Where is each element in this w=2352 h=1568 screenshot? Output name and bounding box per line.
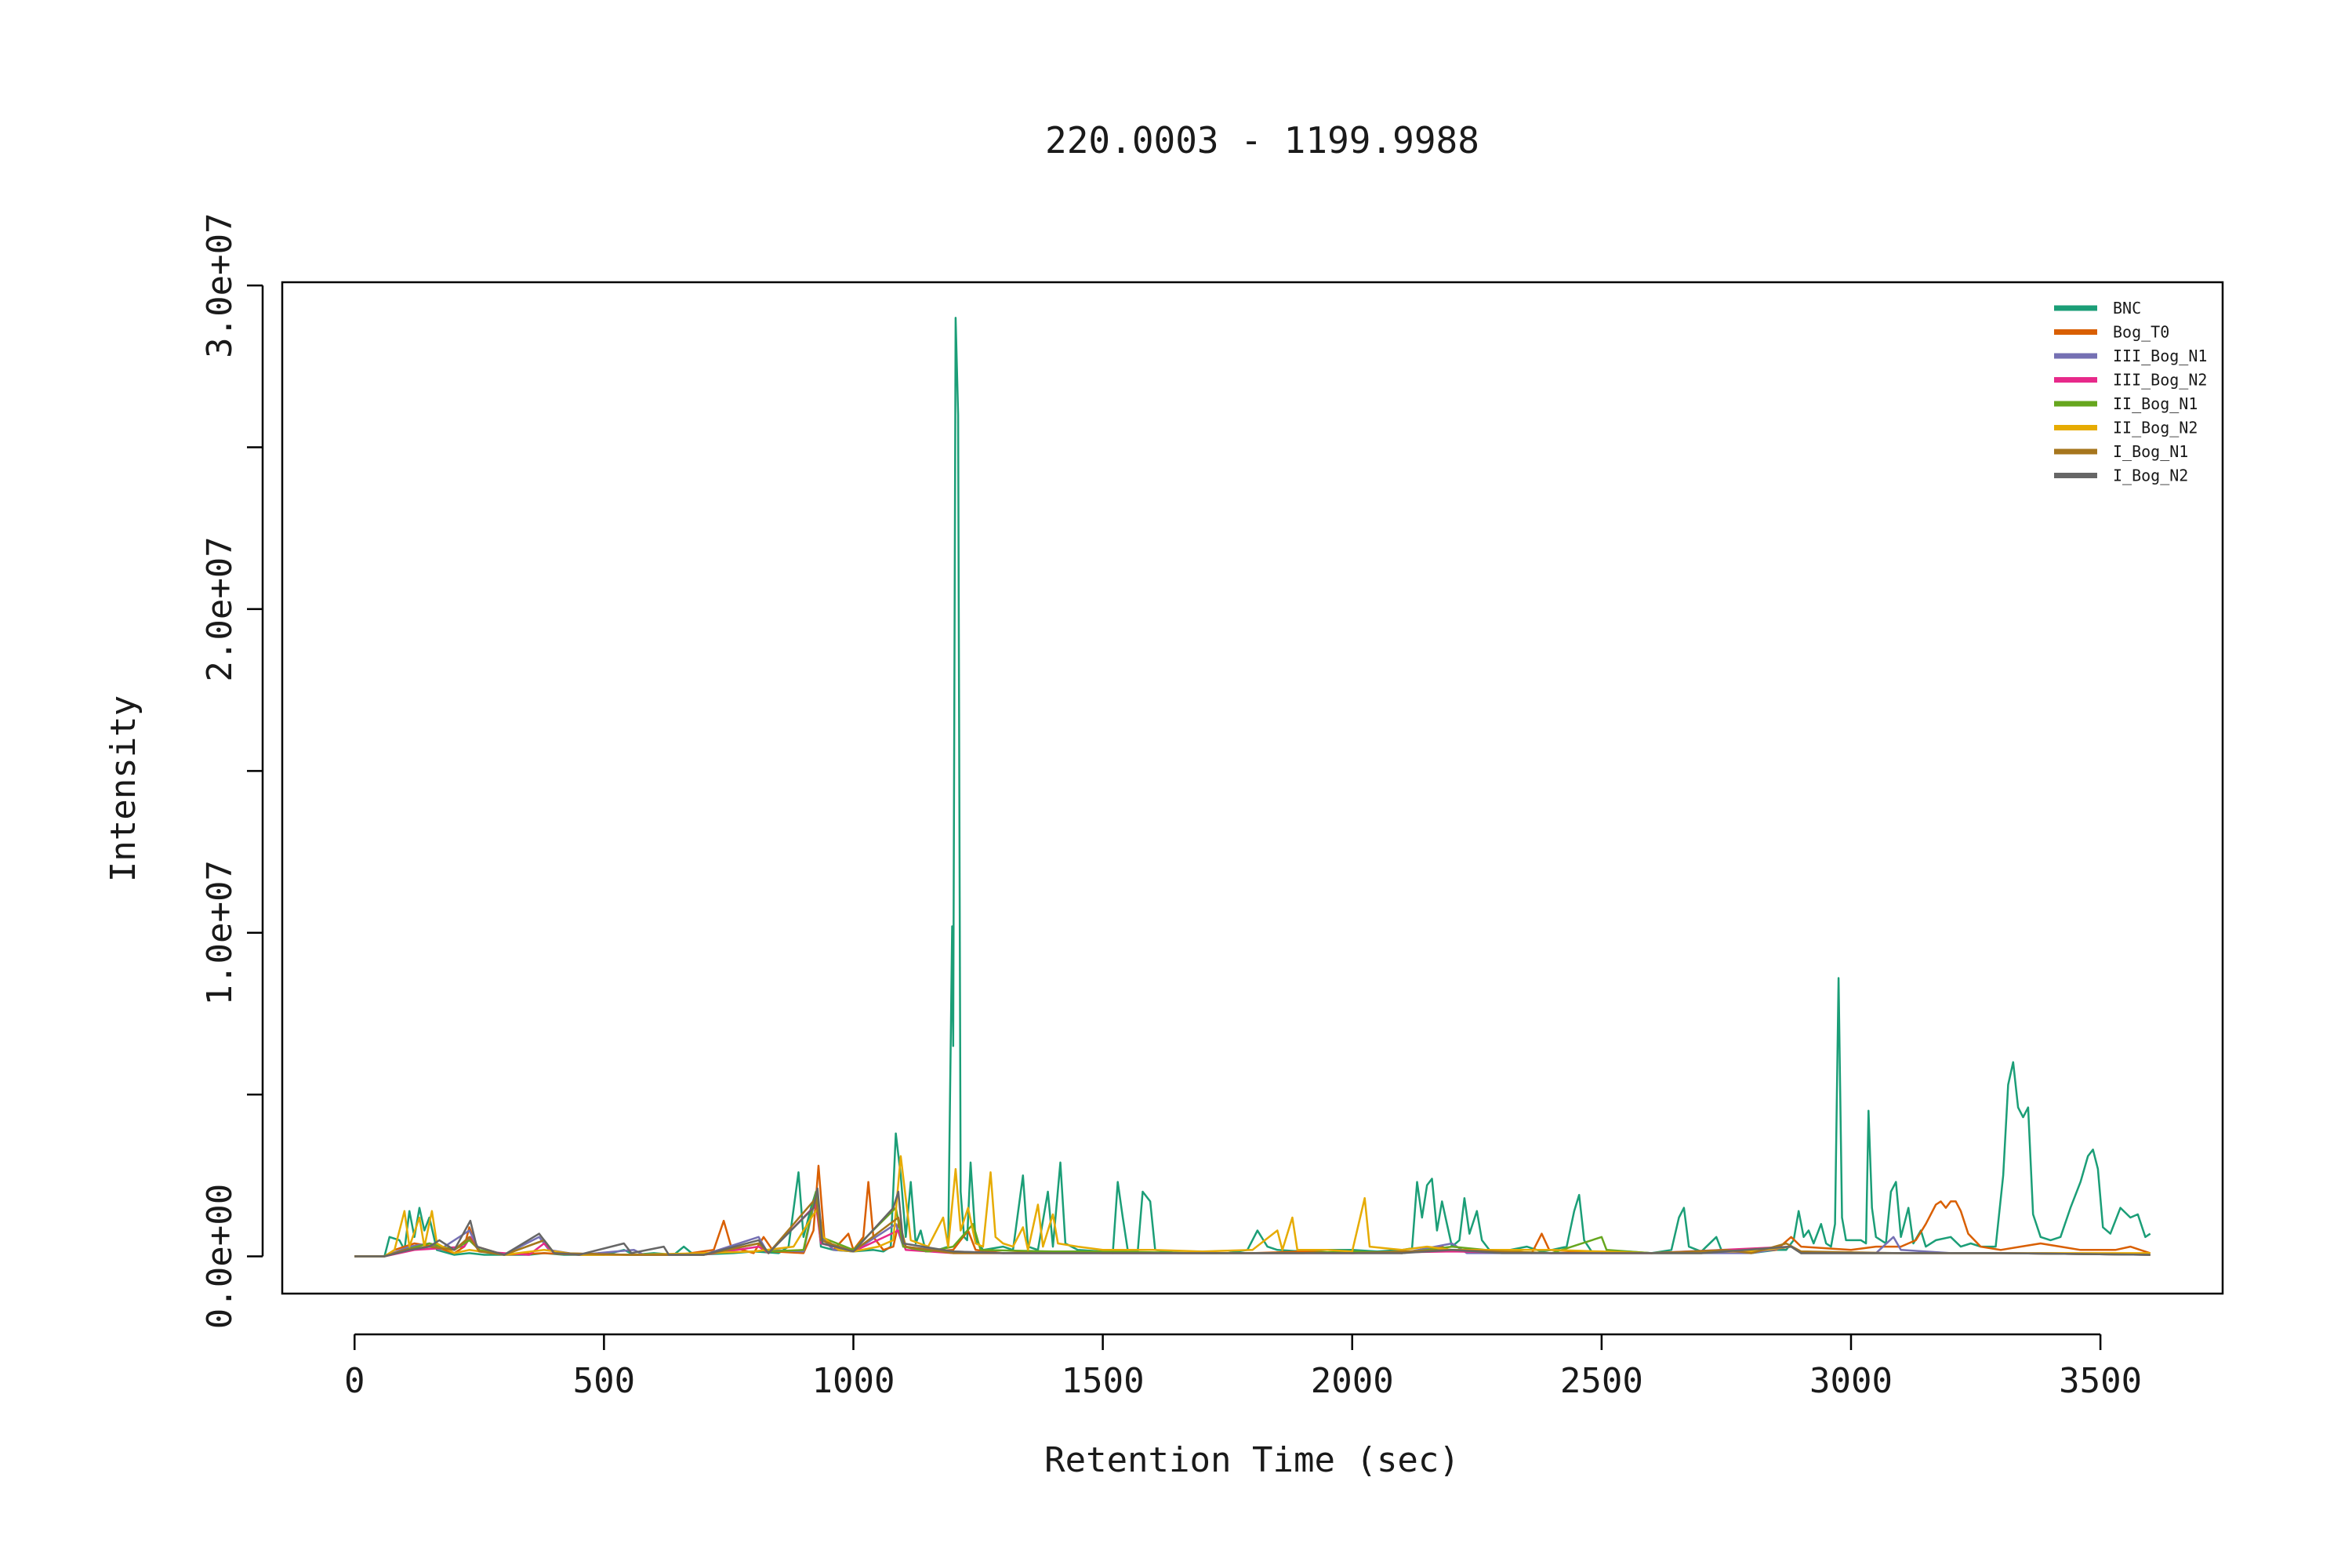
x-tick-label: 1500 bbox=[1062, 1361, 1145, 1401]
y-tick-label: 2.0e+07 bbox=[200, 536, 240, 681]
y-axis-label: Intensity bbox=[103, 695, 143, 882]
legend-label: Bog_T0 bbox=[2113, 323, 2169, 342]
series-line-i-bog-n1 bbox=[354, 1196, 2151, 1258]
x-tick-label: 2000 bbox=[1311, 1361, 1394, 1401]
x-axis-label: Retention Time (sec) bbox=[1044, 1440, 1460, 1480]
y-tick-label: 0.0e+00 bbox=[200, 1184, 240, 1329]
x-axis: 0 500 1000 1500 2000 2500 3000 3500 bbox=[344, 1333, 2142, 1401]
legend-label: III_Bog_N1 bbox=[2113, 347, 2207, 365]
legend-label: BNC bbox=[2113, 299, 2141, 318]
legend-label: II_Bog_N2 bbox=[2113, 419, 2198, 437]
legend-label: III_Bog_N2 bbox=[2113, 371, 2207, 390]
x-tick-label: 3000 bbox=[1809, 1361, 1893, 1401]
x-tick-label: 500 bbox=[573, 1361, 635, 1401]
x-tick-label: 0 bbox=[344, 1361, 365, 1401]
x-tick-label: 2500 bbox=[1560, 1361, 1643, 1401]
series-layer bbox=[354, 317, 2151, 1258]
legend: BNC Bog_T0 III_Bog_N1 III_Bog_N2 II_Bog_N1 II… bbox=[2054, 299, 2207, 485]
legend-label: II_Bog_N1 bbox=[2113, 394, 2198, 413]
y-tick-label: 3.0e+07 bbox=[200, 212, 240, 358]
x-tick-label: 3500 bbox=[2059, 1361, 2142, 1401]
chart-title: 220.0003 - 1199.9988 bbox=[1045, 119, 1479, 162]
x-tick-label: 1000 bbox=[812, 1361, 895, 1401]
legend-label: I_Bog_N2 bbox=[2113, 466, 2188, 485]
series-line-i-bog-n2 bbox=[354, 1187, 2151, 1258]
plot-frame bbox=[281, 281, 2224, 1295]
legend-label: I_Bog_N1 bbox=[2113, 442, 2188, 461]
y-tick-label: 1.0e+07 bbox=[200, 860, 240, 1005]
y-axis: 0.0e+00 1.0e+07 2.0e+07 3.0e+07 bbox=[200, 212, 264, 1329]
